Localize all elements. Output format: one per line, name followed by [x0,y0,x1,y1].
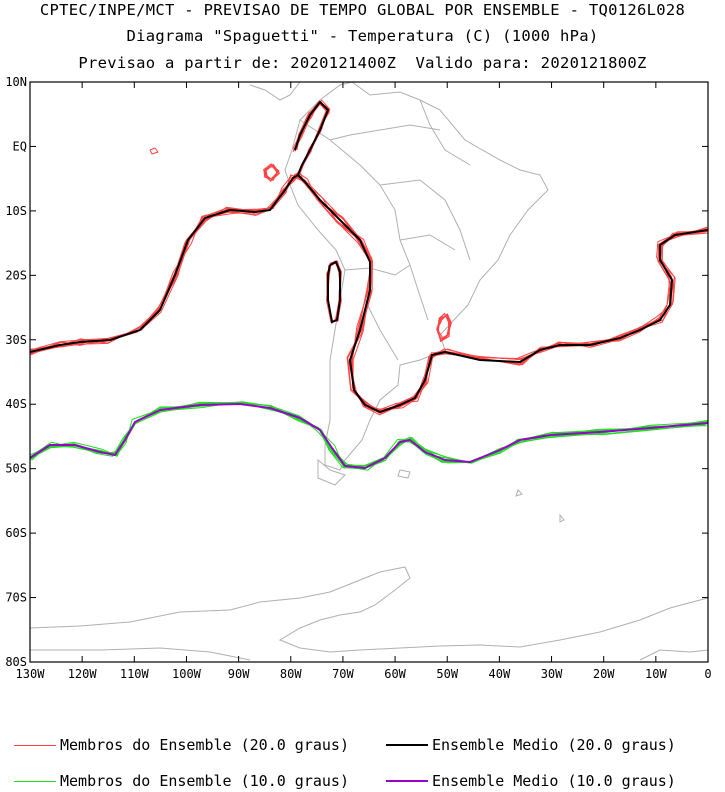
x-tick-label: 30W [541,667,563,681]
x-tick-label: 60W [384,667,406,681]
contour-line [30,402,708,469]
title-line-2: Diagrama "Spaguetti" - Temperatura (C) (… [126,27,599,45]
legend-label: Membros do Ensemble (10.0 graus) [60,772,349,790]
contour-line [32,401,708,470]
y-tick-label: 60S [5,526,27,540]
x-tick-label: 120W [68,667,98,681]
y-tick-label: 70S [5,591,27,605]
legend-swatch-black [386,744,428,746]
x-tick-label: 10W [645,667,667,681]
legend-label: Ensemble Medio (10.0 graus) [432,772,676,790]
x-tick-label: 90W [228,667,250,681]
map-frame [29,81,709,663]
contour-line [294,101,329,176]
contour-line [31,173,708,415]
title-line-1: CPTEC/INPE/MCT - PREVISAO DE TEMPO GLOBA… [39,1,686,19]
contour-layer [30,99,708,471]
legend-member-20: Membros do Ensemble (20.0 graus) [14,736,349,754]
y-tick-label: 10S [5,204,27,218]
x-tick-label: 100W [172,667,202,681]
contour-line [149,147,159,155]
title-line-3: Previsao a partir de: 2020121400Z Valido… [78,54,647,72]
x-tick-label: 70W [332,667,354,681]
contour-line [30,402,707,471]
coastline-layer [30,82,708,661]
contour-line [294,103,330,178]
y-tick-label: 50S [5,462,27,476]
legend-mean-10: Ensemble Medio (10.0 graus) [386,772,676,790]
legend-swatch-red [14,744,56,746]
y-tick-label: 80S [5,655,27,669]
legend-member-10: Membros do Ensemble (10.0 graus) [14,772,349,790]
contour-line [30,173,708,410]
contour-line [30,403,708,467]
x-tick-label: 40W [489,667,511,681]
y-tick-label: 30S [5,333,27,347]
contour-line [264,165,280,181]
x-tick-label: 110W [120,667,150,681]
x-tick-label: 0 [704,667,711,681]
contour-line [436,314,450,341]
x-tick-label: 20W [593,667,615,681]
contour-line [327,261,341,323]
y-tick-label: 40S [5,397,27,411]
contour-line [30,403,708,469]
x-tick-label: 130W [16,667,46,681]
legend-mean-20: Ensemble Medio (20.0 graus) [386,736,676,754]
legend-swatch-green [14,780,56,782]
x-tick-label: 80W [280,667,302,681]
legend-label: Membros do Ensemble (20.0 graus) [60,736,349,754]
contour-line [264,163,280,182]
y-tick-label: 20S [5,268,27,282]
contour-line [30,174,708,413]
legend-label: Ensemble Medio (20.0 graus) [432,736,676,754]
x-tick-label: 50W [436,667,458,681]
y-tick-label: EQ [13,139,27,153]
y-tick-label: 10N [5,75,27,89]
contour-line [31,402,708,470]
legend-swatch-purple [386,780,428,782]
